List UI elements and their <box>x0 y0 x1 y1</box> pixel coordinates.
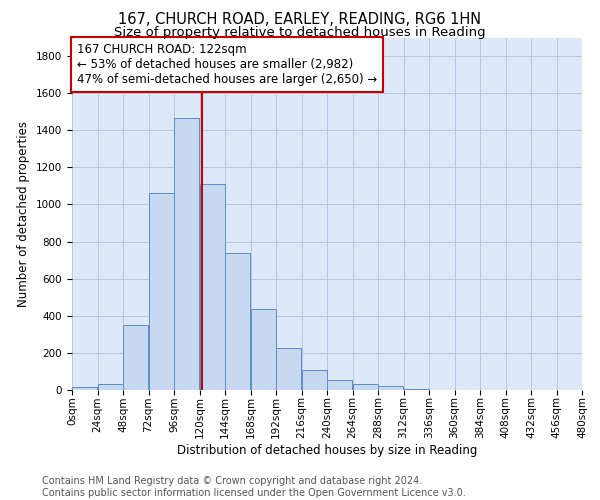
Bar <box>149 194 173 390</box>
X-axis label: Distribution of detached houses by size in Reading: Distribution of detached houses by size … <box>177 444 477 457</box>
Bar <box>175 118 199 390</box>
Text: 167, CHURCH ROAD, EARLEY, READING, RG6 1HN: 167, CHURCH ROAD, EARLEY, READING, RG6 1… <box>118 12 482 28</box>
Bar <box>404 389 428 390</box>
Text: 167 CHURCH ROAD: 122sqm
← 53% of detached houses are smaller (2,982)
47% of semi: 167 CHURCH ROAD: 122sqm ← 53% of detache… <box>77 43 377 86</box>
Bar <box>328 380 352 390</box>
Bar <box>73 387 97 390</box>
Bar <box>124 325 148 390</box>
Text: Size of property relative to detached houses in Reading: Size of property relative to detached ho… <box>114 26 486 39</box>
Bar <box>251 310 275 390</box>
Bar <box>302 370 326 390</box>
Bar <box>277 348 301 390</box>
Y-axis label: Number of detached properties: Number of detached properties <box>17 120 31 306</box>
Bar <box>379 386 403 390</box>
Text: Contains HM Land Registry data © Crown copyright and database right 2024.
Contai: Contains HM Land Registry data © Crown c… <box>42 476 466 498</box>
Bar <box>98 384 122 390</box>
Bar <box>200 184 224 390</box>
Bar <box>353 384 377 390</box>
Bar <box>226 252 250 390</box>
